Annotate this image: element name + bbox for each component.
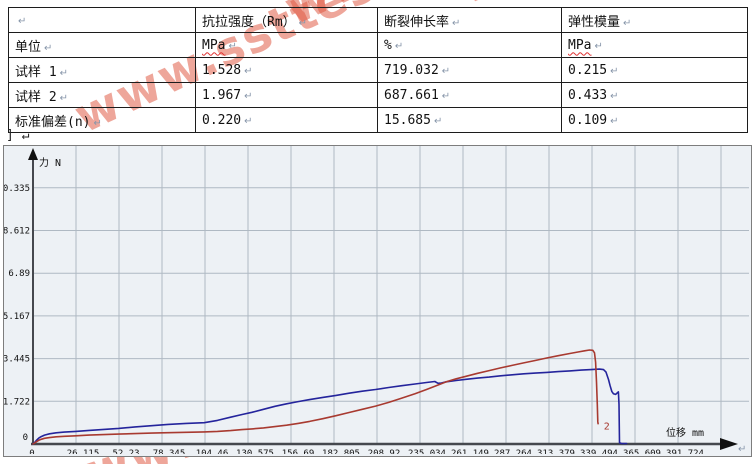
paragraph-mark: ↵ bbox=[441, 65, 451, 77]
x-tick-label: 78.345 bbox=[153, 449, 186, 454]
paragraph-mark: ↵ bbox=[610, 115, 619, 127]
curve-试样 2 bbox=[32, 349, 599, 445]
table-row: 单位 ↵ MPa ↵% ↵ MPa ↵ bbox=[8, 32, 748, 58]
y-tick-label: 5.167 bbox=[4, 312, 30, 322]
paragraph-mark: ↵ bbox=[244, 65, 253, 77]
paragraph-mark: ↵ bbox=[610, 90, 619, 102]
y-tick-label: 1.722 bbox=[4, 397, 30, 407]
chart-end-paragraph-mark: ↵ bbox=[738, 444, 747, 455]
x-axis-arrow-icon bbox=[720, 438, 738, 450]
x-tick-label: 235.034 bbox=[408, 449, 446, 454]
row-label: 试样 1 ↵ bbox=[8, 57, 196, 83]
value-cell: 0.433 ↵ bbox=[561, 82, 748, 108]
results-table: ↵ 抗拉强度（Rm） ↵ 断裂伸长率 ↵ 弹性模量 ↵ 单位 ↵ MPa ↵% ↵ MPa ↵ 试样 1 ↵ 1… bbox=[8, 7, 748, 133]
value-cell: 1.967 ↵ bbox=[195, 82, 378, 108]
value-cell: 0.109 ↵ bbox=[561, 107, 748, 133]
table-header-row: ↵ 抗拉强度（Rm） ↵ 断裂伸长率 ↵ 弹性模量 ↵ bbox=[8, 7, 748, 33]
paragraph-mark: ↵ bbox=[244, 115, 253, 127]
y-axis-arrow-icon bbox=[28, 148, 38, 160]
column-header: 抗拉强度（Rm） ↵ bbox=[195, 7, 378, 33]
x-tick-label: 339.494 bbox=[580, 449, 618, 454]
paragraph-mark: ↵ bbox=[452, 17, 461, 29]
value-cell: 1.528 ↵ bbox=[195, 57, 378, 83]
x-tick-label: 208.92 bbox=[368, 449, 401, 454]
table-row: 试样 2 ↵ 1.967 ↵ 687.661 ↵ 0.433 ↵ bbox=[8, 82, 748, 108]
value-cell: MPa ↵ bbox=[561, 32, 748, 58]
force-displacement-chart: 0 1.722 3.445 5.167 6.89 8.612 10.335 0 26.115 52… bbox=[0, 145, 752, 459]
paragraph-anchor-mark: ] ↵ bbox=[6, 128, 30, 143]
x-tick-label: 182.805 bbox=[322, 449, 360, 454]
column-header: 断裂伸长率 ↵ bbox=[377, 7, 562, 33]
corner-cell: ↵ bbox=[8, 7, 196, 33]
x-tick-label: 313.379 bbox=[537, 449, 575, 454]
x-tick-label: 261.149 bbox=[451, 449, 489, 454]
value-cell: 687.661 ↵ bbox=[377, 82, 562, 108]
x-tick-label: 52.23 bbox=[112, 449, 139, 454]
paragraph-mark: ↵ bbox=[623, 17, 632, 29]
value-cell: 719.032 ↵ bbox=[377, 57, 562, 83]
specimen-2-label: 2 bbox=[604, 422, 610, 433]
paragraph-mark: ↵ bbox=[228, 40, 237, 52]
value-cell: % ↵ bbox=[377, 32, 562, 58]
x-axis-title: 位移 mm bbox=[666, 426, 704, 439]
paragraph-mark: ↵ bbox=[298, 17, 308, 29]
curve-试样 1 bbox=[32, 368, 628, 445]
y-tick-label: 10.335 bbox=[4, 184, 30, 194]
x-tick-label: 156.69 bbox=[282, 449, 315, 454]
paragraph-mark: ↵ bbox=[93, 117, 102, 129]
paragraph-mark: ↵ bbox=[59, 67, 69, 79]
paragraph-mark: ↵ bbox=[610, 65, 619, 77]
row-label: 试样 2 ↵ bbox=[8, 82, 196, 108]
row-label: 单位 ↵ bbox=[8, 32, 196, 58]
value-cell: 15.685 ↵ bbox=[377, 107, 562, 133]
paragraph-mark: ↵ bbox=[244, 90, 253, 102]
chart-canvas: 0 1.722 3.445 5.167 6.89 8.612 10.335 0 26.115 52… bbox=[0, 146, 749, 459]
paragraph-mark: ↵ bbox=[441, 90, 451, 102]
x-tick-label: 365.609 bbox=[623, 449, 661, 454]
x-tick-label: 0 bbox=[29, 449, 34, 454]
paragraph-mark: ↵ bbox=[394, 40, 404, 52]
row-label: 标准偏差(n) ↵ bbox=[8, 107, 196, 133]
y-tick-label: 3.445 bbox=[4, 355, 30, 365]
y-tick-label: 6.89 bbox=[8, 269, 30, 279]
table-row: 试样 1 ↵ 1.528 ↵ 719.032 ↵ 0.215 ↵ bbox=[8, 57, 748, 83]
x-tick-label: 287.264 bbox=[494, 449, 532, 454]
paragraph-mark: ↵ bbox=[44, 42, 53, 54]
x-tick-label: 26.115 bbox=[67, 449, 100, 454]
y-tick-label: 8.612 bbox=[4, 227, 30, 237]
paragraph-mark: ↵ bbox=[594, 40, 603, 52]
value-cell: 0.220 ↵ bbox=[195, 107, 378, 133]
paragraph-mark: ↵ bbox=[433, 115, 443, 127]
y-axis-title: 力 N bbox=[39, 156, 61, 169]
x-tick-label: 104.46 bbox=[196, 449, 229, 454]
value-cell: MPa ↵ bbox=[195, 32, 378, 58]
value-cell: 0.215 ↵ bbox=[561, 57, 748, 83]
paragraph-mark: ↵ bbox=[59, 92, 69, 104]
column-header: 弹性模量 ↵ bbox=[561, 7, 748, 33]
x-tick-label: 130.575 bbox=[236, 449, 274, 454]
x-tick-label: 391.724 bbox=[666, 449, 704, 454]
paragraph-mark: ↵ bbox=[18, 15, 27, 27]
y-tick-label: 0 bbox=[23, 433, 28, 443]
table-row: 标准偏差(n) ↵ 0.220 ↵ 15.685 ↵ 0.109 ↵ bbox=[8, 107, 748, 133]
